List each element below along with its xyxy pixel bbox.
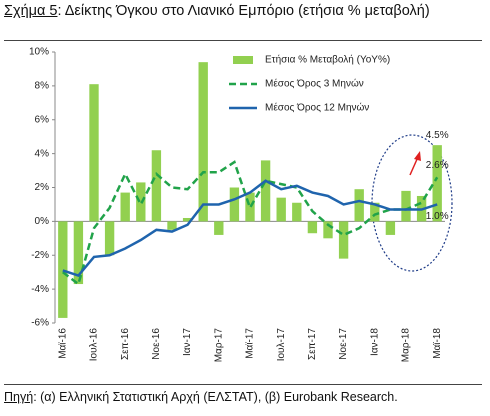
bar xyxy=(338,221,349,259)
chart: -6% -4% -2% 0% 2% 4% 6% 8% 10% Μαϊ-16 Ιουλ-16 Σεπ-1… xyxy=(29,47,453,363)
bar xyxy=(182,217,193,222)
annotation: 2.6% xyxy=(426,160,449,171)
rule xyxy=(4,384,482,385)
bar xyxy=(354,189,364,222)
y-tick-label: -2% xyxy=(31,250,49,261)
annotation: 4.5% xyxy=(426,130,449,141)
x-tick-label: Ιουλ-16 xyxy=(89,328,100,362)
legend-label: Ετήσια % Μεταβολή (YoY%) xyxy=(265,54,390,66)
bar xyxy=(104,221,115,256)
x-tick-label: Ιουλ-17 xyxy=(276,328,287,362)
bar xyxy=(73,221,84,285)
x-tick-label: Νοε-17 xyxy=(338,328,349,360)
source: Πηγή: (α) Ελληνική Στατιστική Αρχή (ΕΛΣΤ… xyxy=(4,390,398,404)
arrow xyxy=(409,156,419,176)
bar xyxy=(385,221,396,235)
bar xyxy=(432,145,442,222)
y-tick-label: 6% xyxy=(35,114,50,125)
bar xyxy=(307,221,318,234)
x-tick-label: Μαρ-18 xyxy=(401,328,412,363)
bar xyxy=(276,197,286,222)
y-tick-label: 0% xyxy=(35,216,50,227)
y-tick-label: 4% xyxy=(35,148,50,159)
source-text: : (α) Ελληνική Στατιστική Αρχή (ΕΛΣΤΑΤ),… xyxy=(33,390,398,404)
title: Σχήμα 5: Δείκτης Όγκου στο Λιανικό Εμπόρ… xyxy=(4,2,470,20)
line xyxy=(62,160,439,287)
bar xyxy=(167,221,177,230)
bar xyxy=(229,187,240,222)
bar xyxy=(323,221,333,239)
x-tick-label: Ιαν-18 xyxy=(369,328,380,356)
x-tick-label: Μαϊ-16 xyxy=(57,328,68,359)
x-tick-label: Σεπ-16 xyxy=(120,328,131,360)
source-label: Πηγή xyxy=(4,390,34,404)
y-tick-label: 10% xyxy=(29,47,49,58)
y-tick-label: -6% xyxy=(31,318,49,329)
bar xyxy=(370,202,380,222)
bar xyxy=(260,160,271,222)
y-tick-label: 8% xyxy=(35,81,50,92)
bar xyxy=(89,84,99,222)
line xyxy=(62,179,438,278)
annotation: 1.0% xyxy=(426,211,449,222)
legend-label: Μέσος Όρος 12 Μηνών xyxy=(265,102,369,114)
x-tick-label: Μαρ-17 xyxy=(213,328,224,363)
bar xyxy=(198,62,208,222)
legend-swatch xyxy=(233,56,253,64)
bar xyxy=(401,190,411,222)
legend-label: Μέσος Όρος 3 Μηνών xyxy=(265,78,364,90)
figure-label: Σχήμα 5 xyxy=(4,3,58,19)
bar xyxy=(245,192,255,222)
x-tick-label: Νοε-16 xyxy=(151,328,162,360)
x-tick-label: Μαϊ-17 xyxy=(245,328,256,359)
x-tick-label: Ιαν-17 xyxy=(182,328,193,356)
x-tick-label: Μαϊ-18 xyxy=(432,328,443,359)
bar xyxy=(292,202,302,222)
bar xyxy=(58,221,68,318)
x-tick-label: Σεπ-17 xyxy=(307,328,318,360)
rule xyxy=(4,40,482,41)
arrow-head xyxy=(414,151,421,161)
chart-title: : Δείκτης Όγκου στο Λιανικό Εμπόριο (ετή… xyxy=(57,3,430,19)
y-tick-label: 2% xyxy=(35,182,50,193)
bar xyxy=(214,221,224,235)
bar xyxy=(151,150,162,222)
y-tick-label: -4% xyxy=(31,284,49,295)
bar xyxy=(120,192,130,222)
